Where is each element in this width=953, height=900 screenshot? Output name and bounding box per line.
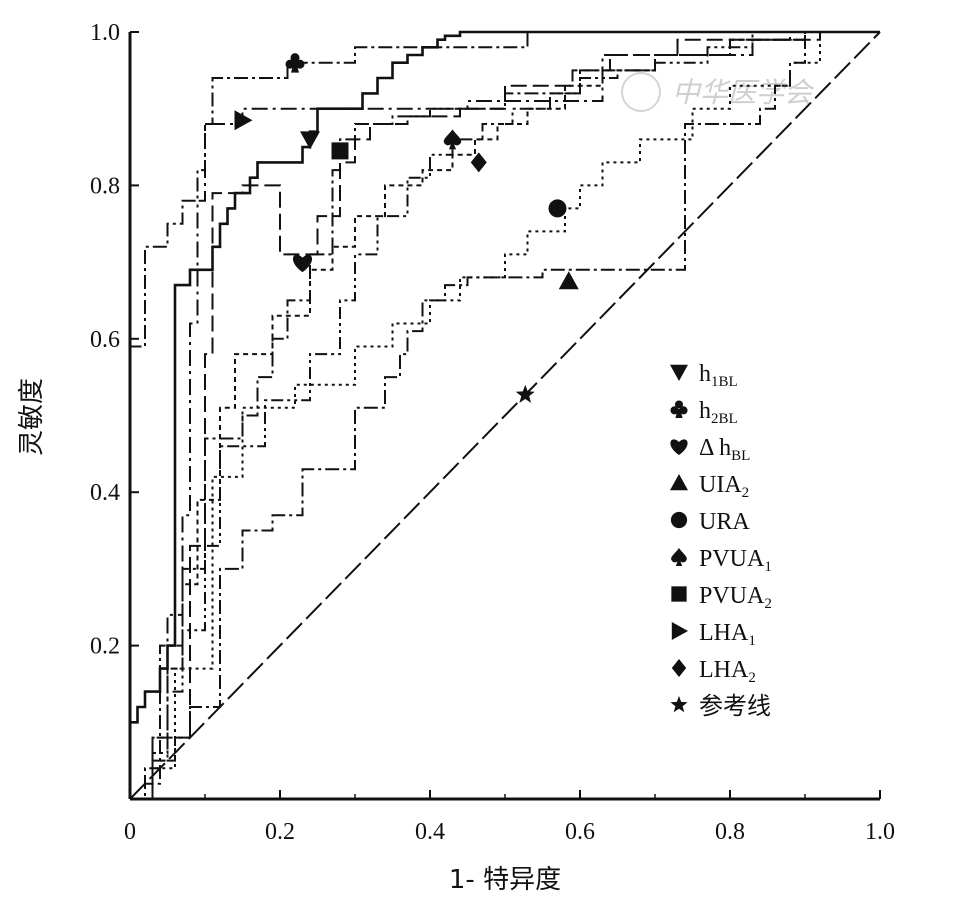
legend-item: h1BL [670,361,738,390]
legend-item: 参考线 [670,693,771,720]
x-tick-label: 0.8 [715,819,745,845]
legend-item: PVUA1 [671,546,772,575]
x-tick-label: 0.6 [565,819,595,845]
series-line-3 [130,31,880,800]
legend-marker-3 [670,439,688,455]
legend-label: UIA2 [699,472,749,501]
legend-item: PVUA2 [671,583,772,612]
legend-item: LHA2 [671,657,756,686]
legend-marker-6 [671,548,687,566]
series-marker-1 [300,131,320,150]
series-line-9 [130,31,880,800]
x-axis-title: 1- 特异度 [449,865,561,895]
legend-label: Δ hBL [699,435,750,464]
series-marker-9 [470,152,487,173]
legend-label: LHA2 [699,657,756,686]
x-tick-label: 0.2 [265,819,295,845]
y-tick-label: 0.8 [90,173,120,199]
legend-marker-2 [670,400,688,418]
legend-label: PVUA2 [699,583,772,612]
legend-marker-8 [671,622,688,640]
x-tick-label: 0.4 [415,819,445,845]
axes-layer: 0 0.2 0.4 0.6 0.8 1.0 0.2 0.4 0.6 0.8 1.0 [90,20,895,845]
series-line-6 [130,31,880,800]
series-marker-2 [285,53,305,73]
series-marker-8 [234,110,253,131]
legend-item: URA [670,509,750,535]
legend-label: h1BL [699,361,738,390]
series-line-1 [128,30,880,799]
legend-marker-5 [670,511,688,529]
series-line-4 [130,31,880,800]
series-marker-6 [443,129,462,150]
y-axis-title: 灵敏度 [17,378,47,456]
series-layer [128,30,881,800]
series-marker-3 [292,254,313,273]
watermark-seal-icon [621,72,661,112]
legend-label: URA [699,509,750,535]
y-tick-label: 0.6 [90,327,120,353]
series-line-10 [129,31,881,800]
x-tick-label: 1.0 [865,819,895,845]
legend-marker-7 [671,586,687,602]
legend-label: h2BL [699,398,738,427]
watermark-text: 中华医学会 [672,76,815,109]
legend-item: UIA2 [670,472,749,501]
series-marker-10 [515,384,535,403]
legend-marker-10 [670,696,688,713]
legend: h1BL h2BL Δ hBL UIA2 URA PVUA1 PVUA2 LHA1 LHA2 参考… [670,361,772,720]
legend-label: 参考线 [699,693,771,720]
series-marker-7 [331,142,349,160]
legend-label: LHA1 [699,620,756,649]
y-tick-label: 1.0 [90,20,120,46]
series-line-7 [130,31,880,800]
legend-marker-9 [671,659,687,677]
legend-item: Δ hBL [670,435,750,464]
legend-label: PVUA1 [699,546,772,575]
watermark-layer: 中华医学会 [621,72,815,112]
legend-marker-1 [670,364,688,381]
legend-item: h2BL [670,398,738,427]
legend-item: LHA1 [671,620,756,649]
x-tick-label: 0 [124,819,136,845]
y-tick-label: 0.2 [90,634,120,660]
y-tick-label: 0.4 [90,480,120,506]
series-marker-5 [548,199,567,218]
legend-marker-4 [670,474,688,491]
series-marker-4 [558,271,579,290]
